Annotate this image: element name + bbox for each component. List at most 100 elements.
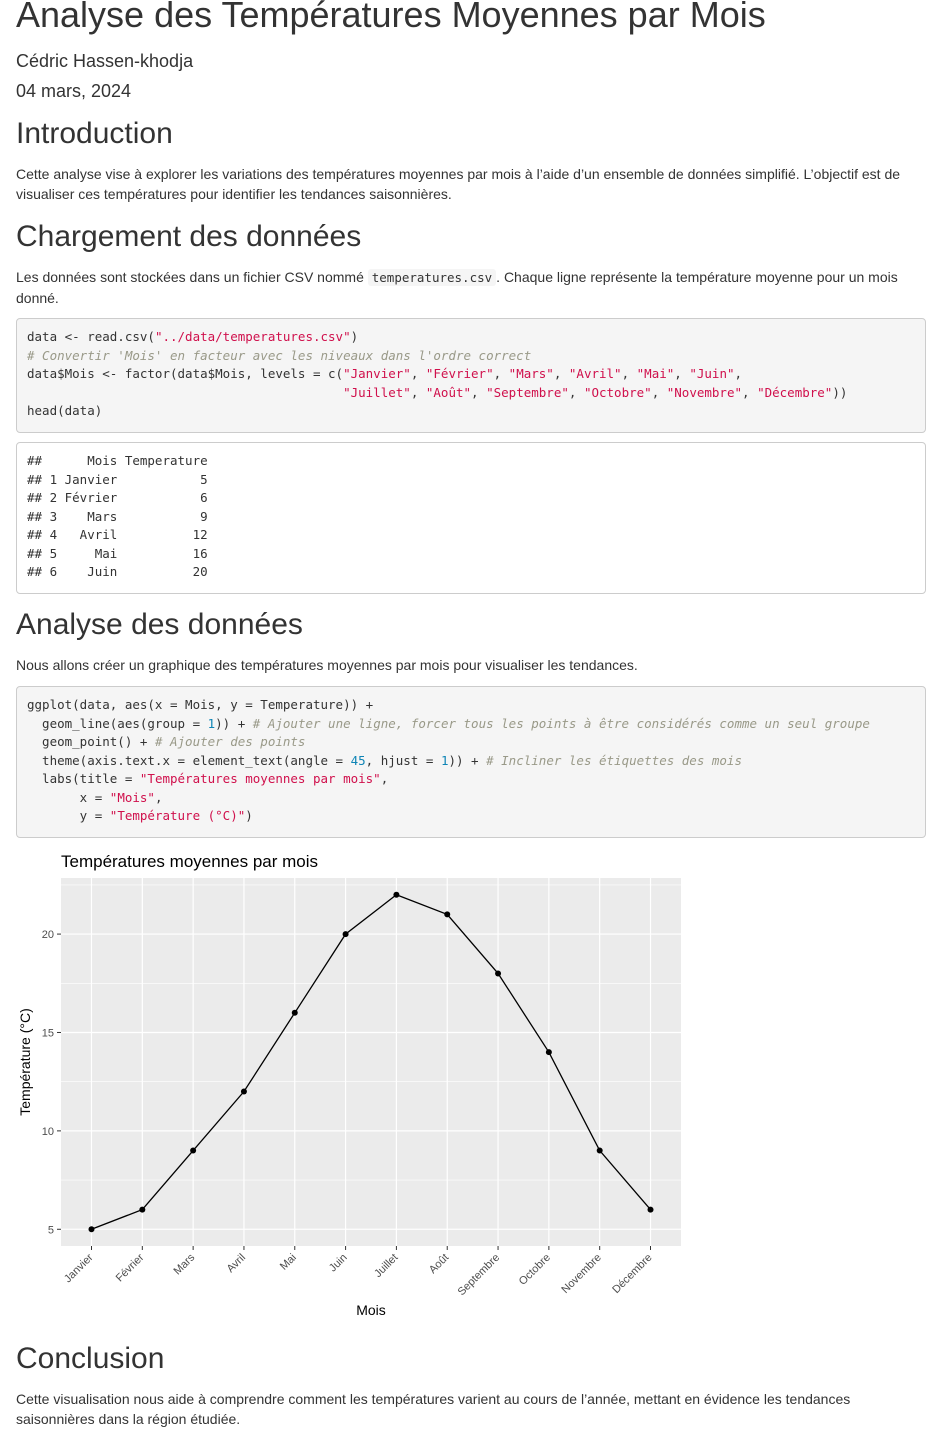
plot-panel (61, 878, 681, 1246)
code-token: , (568, 384, 584, 400)
data-point (190, 1147, 197, 1154)
code-line: "Juillet", "Août", "Septembre", "Octobre… (27, 384, 915, 403)
y-tick-label: 15 (42, 1027, 54, 1039)
code-token: data <- read.csv( (27, 329, 155, 344)
code-block-plot: ggplot(data, aes(x = Mois, y = Temperatu… (16, 686, 926, 838)
y-tick-label: 10 (42, 1126, 54, 1138)
data-point (139, 1206, 146, 1213)
code-line: data <- read.csv("../data/temperatures.c… (27, 328, 915, 347)
code-token: , (154, 789, 163, 805)
data-point (342, 931, 349, 938)
code-token: y = (27, 808, 110, 823)
code-line: theme(axis.text.x = element_text(angle =… (27, 752, 915, 771)
code-token: 1 (440, 752, 449, 768)
code-token: # Incliner les étiquettes des mois (486, 752, 742, 768)
analysis-paragraph: Nous allons créer un graphique des tempé… (16, 657, 638, 673)
x-axis-label: Mois (356, 1302, 386, 1318)
x-tick-label: Août (427, 1252, 451, 1276)
code-line: geom_line(aes(group = 1)) + # Ajouter un… (27, 715, 915, 734)
data-point (596, 1147, 603, 1154)
data-point (240, 1088, 247, 1095)
code-line: labs(title = "Températures moyennes par … (27, 770, 915, 789)
code-token: ggplot(data, aes(x = Mois, y = Temperatu… (27, 697, 374, 712)
data-point (88, 1226, 95, 1233)
x-tick-label: Février (114, 1251, 147, 1284)
code-token: "Température (°C)" (109, 808, 246, 823)
data-point (495, 970, 502, 977)
code-token: , (734, 366, 743, 381)
x-tick-label: Mai (278, 1252, 299, 1273)
code-line: data$Mois <- factor(data$Mois, levels = … (27, 365, 915, 384)
code-token: data$Mois <- factor(data$Mois, levels = … (27, 366, 344, 381)
loading-paragraph: Les données sont stockées dans un fichie… (16, 267, 921, 308)
code-token: theme(axis.text.x = element_text(angle = (27, 752, 351, 768)
data-point (444, 911, 451, 918)
y-axis-label: Température (°C) (17, 1008, 33, 1116)
major-gridlines (61, 878, 681, 1246)
output-line: ## 4 Avril 12 (27, 527, 208, 542)
chart-title: Températures moyennes par mois (61, 852, 318, 871)
x-tick-label: Octobre (517, 1252, 553, 1288)
output-line: ## 1 Janvier 5 (27, 471, 208, 487)
code-line: geom_point() + # Ajouter des points (27, 733, 915, 752)
code-token: "Septembre" (486, 384, 569, 400)
code-token: , (742, 384, 758, 400)
data-point (393, 891, 400, 898)
date: 04 mars, 2024 (16, 81, 132, 101)
loading-text-after: . Chaque ligne représente la température… (16, 269, 898, 306)
output-line: ## Mois Temperature (27, 453, 208, 468)
code-token: "Mars" (508, 366, 554, 381)
page-title: Analyse des Températures Moyennes par Mo… (16, 0, 766, 35)
code-token: , (471, 384, 487, 400)
data-point (545, 1049, 552, 1056)
code-token: , (553, 366, 569, 381)
filename-code: temperatures.csv (367, 269, 497, 286)
code-token: "Novembre" (666, 384, 743, 400)
code-token: # Ajouter des points (154, 734, 306, 749)
code-token: "Juin" (689, 366, 735, 381)
code-token: , (651, 384, 667, 400)
heading-loading: Chargement des données (16, 220, 362, 253)
code-token: geom_point() + (27, 734, 155, 749)
code-token: 45 (350, 752, 366, 768)
x-tick-label: Juin (327, 1252, 350, 1275)
code-line: x = "Mois", (27, 789, 915, 808)
heading-analysis: Analyse des données (16, 608, 303, 641)
code-token: ) (245, 808, 253, 823)
x-tick-label: Septembre (456, 1252, 503, 1299)
code-token: , (674, 366, 690, 381)
code-token: "Octobre" (583, 384, 652, 400)
code-token: "Avril" (568, 366, 622, 381)
code-token: , (493, 366, 509, 381)
code-token: )) + (215, 715, 253, 731)
code-token: , (380, 771, 389, 786)
code-token: , (410, 384, 426, 400)
x-tick-label: Novembre (559, 1252, 603, 1296)
code-block-load: data <- read.csv("../data/temperatures.c… (16, 318, 926, 433)
code-token: x = (27, 789, 110, 805)
code-token: "Températures moyennes par mois" (139, 771, 381, 786)
x-tick-label: Avril (225, 1252, 248, 1275)
x-axis-ticks: Janvier Février Mars Avril Mai Juin Juillet Aoû… (62, 1246, 655, 1298)
code-token: )) (832, 384, 848, 400)
code-token: "../data/temperatures.csv" (154, 329, 351, 344)
code-token: labs(title = (27, 771, 140, 786)
code-token: "Février" (425, 366, 494, 381)
code-token: "Janvier" (343, 366, 411, 381)
data-point (647, 1206, 654, 1213)
heading-conclusion: Conclusion (16, 1342, 165, 1375)
code-token (27, 385, 343, 400)
temperature-line-chart: Températures moyennes par mois 5 10 15 20 J… (17, 852, 681, 1318)
code-token: # Convertir 'Mois' en facteur avec les n… (27, 347, 532, 363)
intro-paragraph: Cette analyse vise à explorer les variat… (16, 166, 901, 202)
code-line: # Convertir 'Mois' en facteur avec les n… (27, 347, 915, 366)
code-token: ) (350, 329, 359, 344)
output-block-head: ## Mois Temperature ## 1 Janvier 5 ## 2 Fé… (16, 442, 926, 594)
heading-introduction: Introduction (16, 117, 173, 150)
output-line: ## 5 Mai 16 (27, 545, 208, 561)
output-line: ## 6 Juin 20 (27, 564, 208, 579)
loading-text-before: Les données sont stockées dans un fichie… (16, 269, 368, 285)
x-tick-label: Juillet (372, 1252, 400, 1280)
code-line: head(data) (27, 402, 915, 421)
code-token: "Mois" (109, 789, 155, 805)
